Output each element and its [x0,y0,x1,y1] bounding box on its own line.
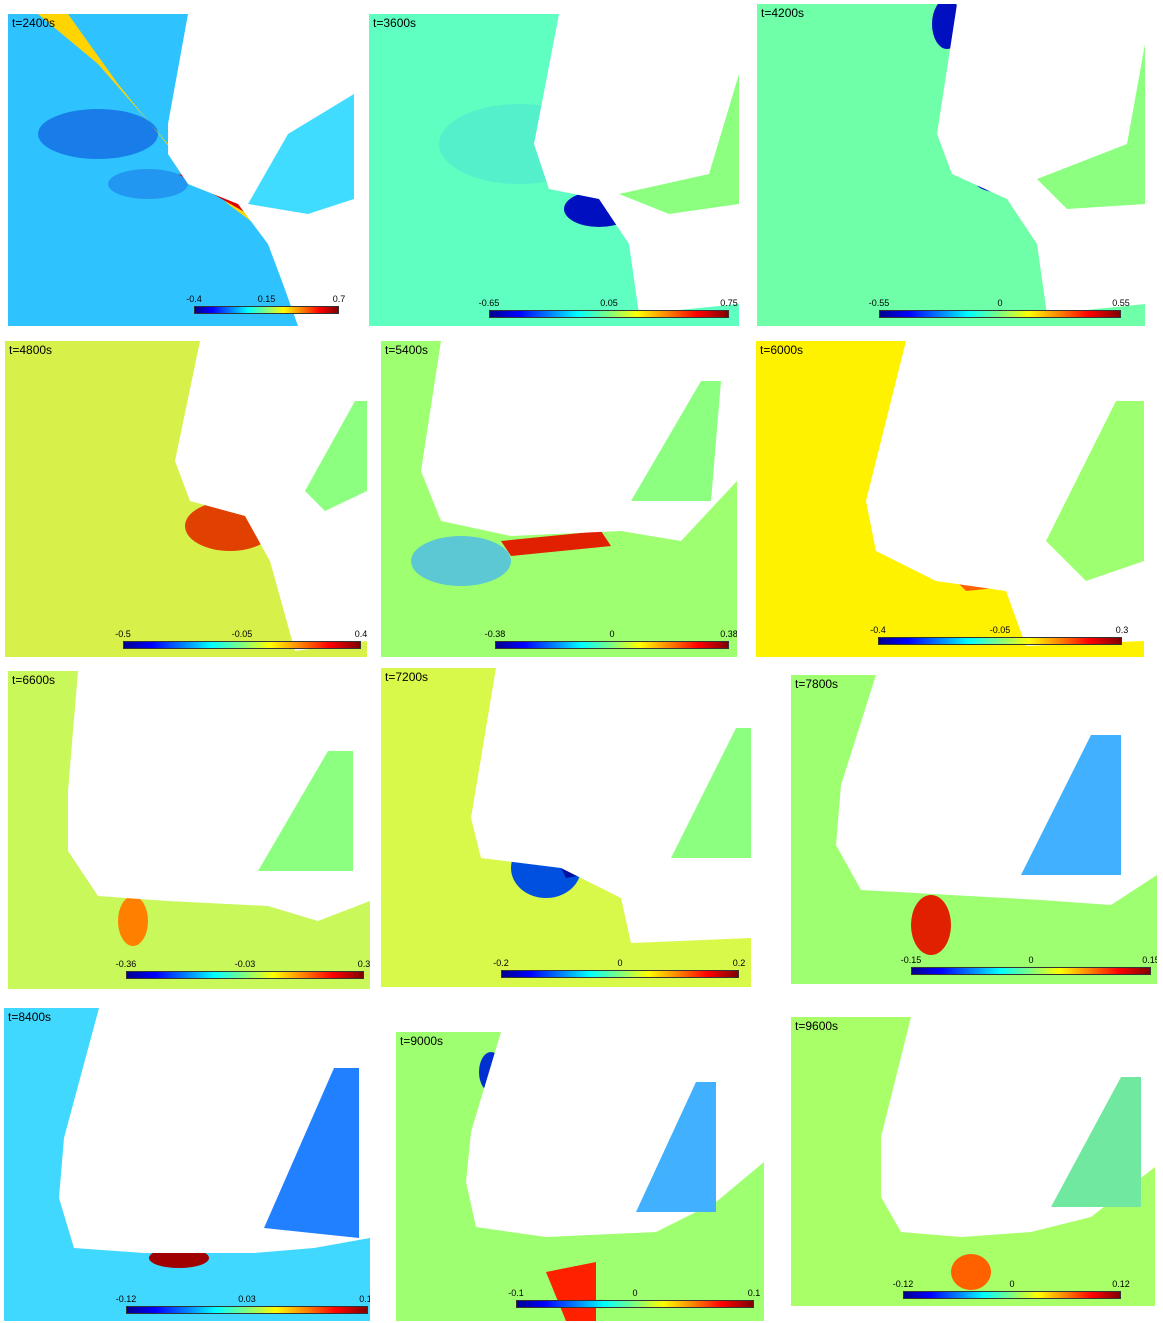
colorbar: -0.4 -0.05 0.3 [870,625,1128,647]
time-label: t=6000s [760,343,804,357]
colorbar: -0.4 0.15 0.7 [186,294,345,316]
colorbar-max-label: 0.75 [720,298,738,308]
colorbar-gradient [194,306,339,314]
wave-field-12 [791,1017,1155,1306]
time-label: t=6600s [12,673,56,687]
time-label: t=4200s [761,6,805,20]
time-label: t=7200s [385,670,429,684]
wave-field-9 [791,675,1157,984]
map-panel-7: t=6600s -0.36 -0.03 0.3 [8,671,370,989]
colorbar-gradient [516,1300,754,1308]
colorbar-max-label: 0.1 [747,1288,761,1298]
colorbar-min-label: -0.38 [484,629,506,639]
colorbar-min-label: -0.2 [493,958,509,968]
colorbar-min-label: -0.65 [478,298,500,308]
colorbar-min-label: -0.12 [115,1294,137,1304]
colorbar-min-label: -0.4 [870,625,886,635]
wave-field-4 [5,341,367,657]
colorbar-mid-label: 0 [997,298,1003,308]
colorbar-max-label: 0.18 [359,1294,370,1304]
wave-field-7 [8,671,370,989]
colorbar-max-label: 0.7 [332,294,346,304]
map-panel-8: t=7200s -0.2 0 0.2 [381,668,751,987]
colorbar-mid-label: -0.03 [234,959,256,969]
colorbar-max-label: 0.15 [1142,955,1157,965]
colorbar-mid-label: 0.03 [238,1294,256,1304]
colorbar-max-label: 0.4 [354,629,367,639]
colorbar-min-label: -0.55 [868,298,890,308]
map-panel-12: t=9600s -0.12 0 0.12 [791,1017,1155,1306]
map-panel-4: t=4800s -0.5 -0.05 0.4 [5,341,367,657]
colorbar: -0.55 0 0.55 [869,298,1130,320]
time-label: t=9000s [400,1034,444,1048]
colorbar: -0.1 0 0.1 [508,1288,760,1310]
colorbar-gradient [501,970,739,978]
time-label: t=5400s [385,343,429,357]
colorbar-min-label: -0.12 [892,1279,914,1289]
colorbar-mid-label: -0.05 [231,629,253,639]
wave-field-3 [757,4,1145,326]
time-label: t=7800s [795,677,839,691]
map-panel-2: t=3600s -0.65 0.05 0.75 [369,14,739,326]
wave-field-6 [756,341,1144,657]
colorbar-min-label: -0.1 [508,1288,524,1298]
colorbar-gradient [903,1291,1121,1299]
wave-field-10 [4,1008,370,1321]
colorbar: -0.12 0 0.12 [893,1279,1130,1301]
map-panel-6: t=6000s -0.4 -0.05 0.3 [756,341,1144,657]
colorbar-max-label: 0.2 [732,958,746,968]
colorbar-gradient [879,310,1121,318]
colorbar-gradient [911,967,1151,975]
colorbar-gradient [126,1306,368,1314]
wave-field-1 [8,14,354,326]
time-label: t=2400s [12,16,56,30]
colorbar-mid-label: -0.05 [989,625,1011,635]
map-panel-11: t=9000s -0.1 0 0.1 [396,1032,764,1321]
map-panel-10: t=8400s -0.12 0.03 0.18 [4,1008,370,1321]
colorbar-mid-label: 0 [617,958,623,968]
colorbar-max-label: 0.3 [1115,625,1129,635]
time-label: t=3600s [373,16,417,30]
time-label: t=9600s [795,1019,839,1033]
colorbar-min-label: -0.15 [900,955,922,965]
colorbar: -0.12 0.03 0.18 [116,1294,370,1316]
colorbar-max-label: 0.38 [720,629,737,639]
colorbar-min-label: -0.4 [186,294,202,304]
colorbar: -0.36 -0.03 0.3 [116,959,370,981]
colorbar-min-label: -0.5 [115,629,131,639]
colorbar-mid-label: 0 [1028,955,1034,965]
colorbar-max-label: 0.3 [357,959,370,969]
map-panel-1: t=2400s -0.4 0.15 0.7 [8,14,354,326]
map-panel-3: t=4200s -0.55 0 0.55 [757,4,1145,326]
colorbar: -0.65 0.05 0.75 [479,298,738,320]
colorbar: -0.38 0 0.38 [485,629,737,651]
colorbar-max-label: 0.12 [1112,1279,1130,1289]
colorbar-max-label: 0.55 [1112,298,1130,308]
colorbar-mid-label: 0 [1009,1279,1015,1289]
colorbar-gradient [489,310,729,318]
colorbar-mid-label: 0 [632,1288,638,1298]
wave-field-5 [381,341,737,657]
colorbar-gradient [878,637,1122,645]
colorbar-min-label: -0.36 [115,959,137,969]
colorbar: -0.15 0 0.15 [901,955,1157,977]
colorbar: -0.2 0 0.2 [493,958,745,980]
colorbar-mid-label: 0 [609,629,615,639]
wave-field-11 [396,1032,764,1321]
time-label: t=4800s [9,343,53,357]
colorbar-mid-label: 0.15 [257,294,276,304]
colorbar: -0.5 -0.05 0.4 [115,629,367,651]
colorbar-gradient [126,971,364,979]
colorbar-gradient [495,641,729,649]
wave-field-2 [369,14,739,326]
colorbar-mid-label: 0.05 [600,298,618,308]
map-panel-9: t=7800s -0.15 0 0.15 [791,675,1157,984]
wave-field-8 [381,668,751,987]
colorbar-gradient [123,641,361,649]
map-panel-5: t=5400s -0.38 0 0.38 [381,341,737,657]
time-label: t=8400s [8,1010,52,1024]
